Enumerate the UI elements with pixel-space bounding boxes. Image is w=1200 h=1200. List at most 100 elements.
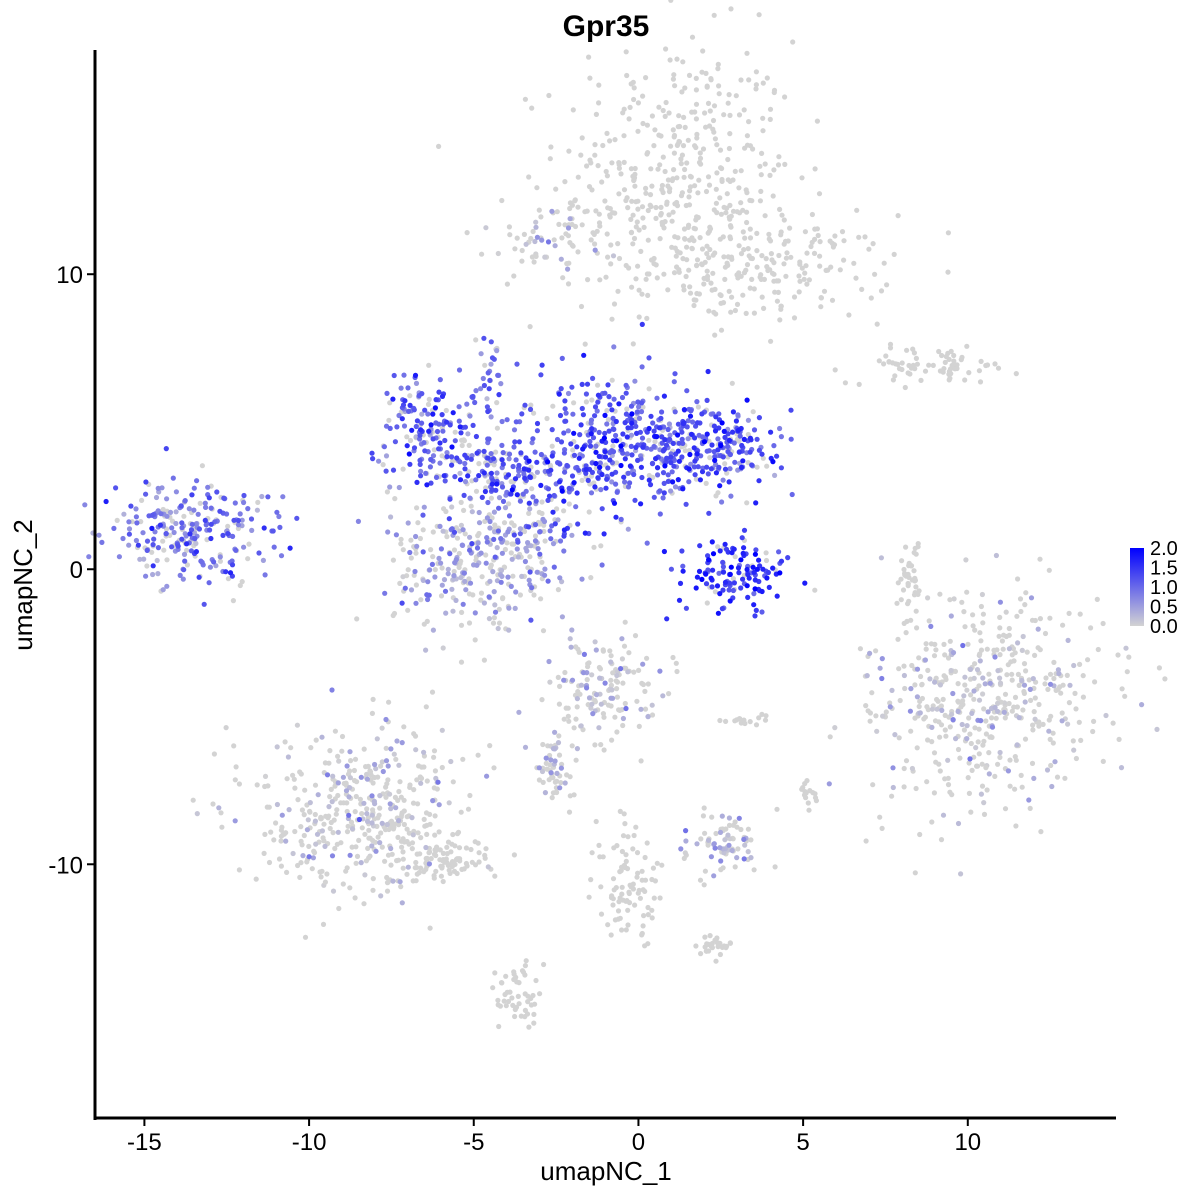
cell-point — [114, 517, 120, 524]
cell-point — [948, 667, 954, 674]
cell-point — [744, 209, 750, 215]
cell-point — [910, 362, 916, 368]
cell-point — [441, 506, 447, 512]
cell-point — [951, 352, 957, 359]
cell-point — [394, 738, 400, 744]
cell-point — [373, 848, 379, 854]
cell-point — [318, 874, 324, 880]
cell-point — [502, 991, 508, 998]
cell-point — [663, 46, 669, 52]
cell-point — [562, 469, 568, 475]
cell-point — [1077, 611, 1083, 617]
cell-point — [710, 117, 717, 124]
cell-point — [491, 509, 497, 515]
cell-point — [692, 183, 698, 189]
x-tick-label: -15 — [127, 1129, 162, 1156]
cell-point — [951, 596, 957, 602]
cell-point — [649, 183, 655, 189]
cell-point — [370, 780, 376, 786]
cell-point — [556, 701, 563, 707]
cell-point — [547, 156, 553, 162]
cell-point — [670, 209, 676, 215]
cell-point — [592, 639, 598, 645]
cell-point — [741, 107, 747, 113]
cell-point — [1115, 652, 1121, 658]
cell-point — [693, 116, 700, 122]
cell-point — [618, 171, 624, 177]
cell-point — [401, 423, 408, 429]
cell-point — [709, 584, 715, 590]
cell-point — [618, 666, 624, 672]
cell-point — [400, 402, 407, 408]
cell-point — [552, 243, 558, 249]
cell-point — [622, 420, 628, 426]
cell-point — [809, 211, 816, 218]
cell-point — [245, 506, 251, 512]
cell-point — [462, 460, 468, 467]
cell-point — [574, 444, 580, 450]
cell-point — [163, 446, 169, 452]
cell-point — [740, 576, 746, 582]
cell-point — [338, 840, 344, 846]
cell-point — [711, 423, 718, 429]
cell-point — [615, 908, 622, 914]
cell-point — [116, 554, 122, 560]
cell-point — [630, 846, 636, 852]
cell-point — [484, 462, 490, 468]
cell-point — [737, 210, 743, 216]
cell-point — [908, 686, 914, 692]
cell-point — [444, 844, 450, 850]
cell-point — [631, 177, 637, 184]
cell-point — [262, 572, 268, 578]
cell-point — [815, 232, 821, 239]
cell-point — [966, 370, 972, 376]
cell-point — [553, 186, 559, 192]
cell-point — [740, 550, 746, 557]
cell-point — [596, 453, 602, 459]
cell-point — [436, 143, 442, 149]
cell-point — [450, 608, 456, 614]
cell-point — [418, 775, 425, 782]
cell-point — [394, 424, 400, 430]
cell-point — [181, 513, 187, 519]
cell-point — [487, 377, 493, 383]
cell-point — [559, 761, 565, 767]
cell-point — [241, 492, 247, 499]
cell-point — [459, 609, 465, 616]
cell-point — [787, 225, 793, 231]
cell-point — [489, 355, 496, 361]
cell-point — [155, 571, 161, 577]
cell-point — [694, 574, 701, 580]
cell-point — [511, 852, 517, 858]
cell-point — [260, 557, 266, 564]
cell-point — [608, 653, 614, 659]
cell-point — [522, 402, 528, 408]
cell-point — [648, 166, 654, 172]
cell-point — [423, 704, 429, 710]
cell-point — [959, 721, 965, 728]
cell-point — [741, 545, 747, 551]
cell-point — [721, 204, 727, 210]
cell-point — [598, 911, 605, 917]
cell-point — [439, 727, 445, 733]
cell-point — [641, 913, 647, 919]
cell-point — [500, 450, 506, 456]
cell-point — [704, 464, 710, 470]
cell-point — [353, 844, 359, 850]
cell-point — [767, 172, 773, 178]
cell-point — [511, 532, 517, 538]
cell-point — [676, 458, 683, 464]
cell-point — [992, 361, 998, 367]
cell-point — [692, 435, 698, 441]
cell-point — [728, 309, 734, 315]
cell-point — [607, 138, 613, 144]
cell-point — [767, 106, 774, 112]
cell-point — [236, 781, 242, 787]
cell-point — [816, 191, 823, 197]
cell-point — [671, 463, 677, 469]
cell-point — [590, 375, 596, 381]
cell-point — [378, 830, 384, 836]
cell-point — [364, 806, 370, 812]
cell-point — [241, 499, 247, 506]
legend-tick-label: 0.5 — [1150, 597, 1178, 619]
